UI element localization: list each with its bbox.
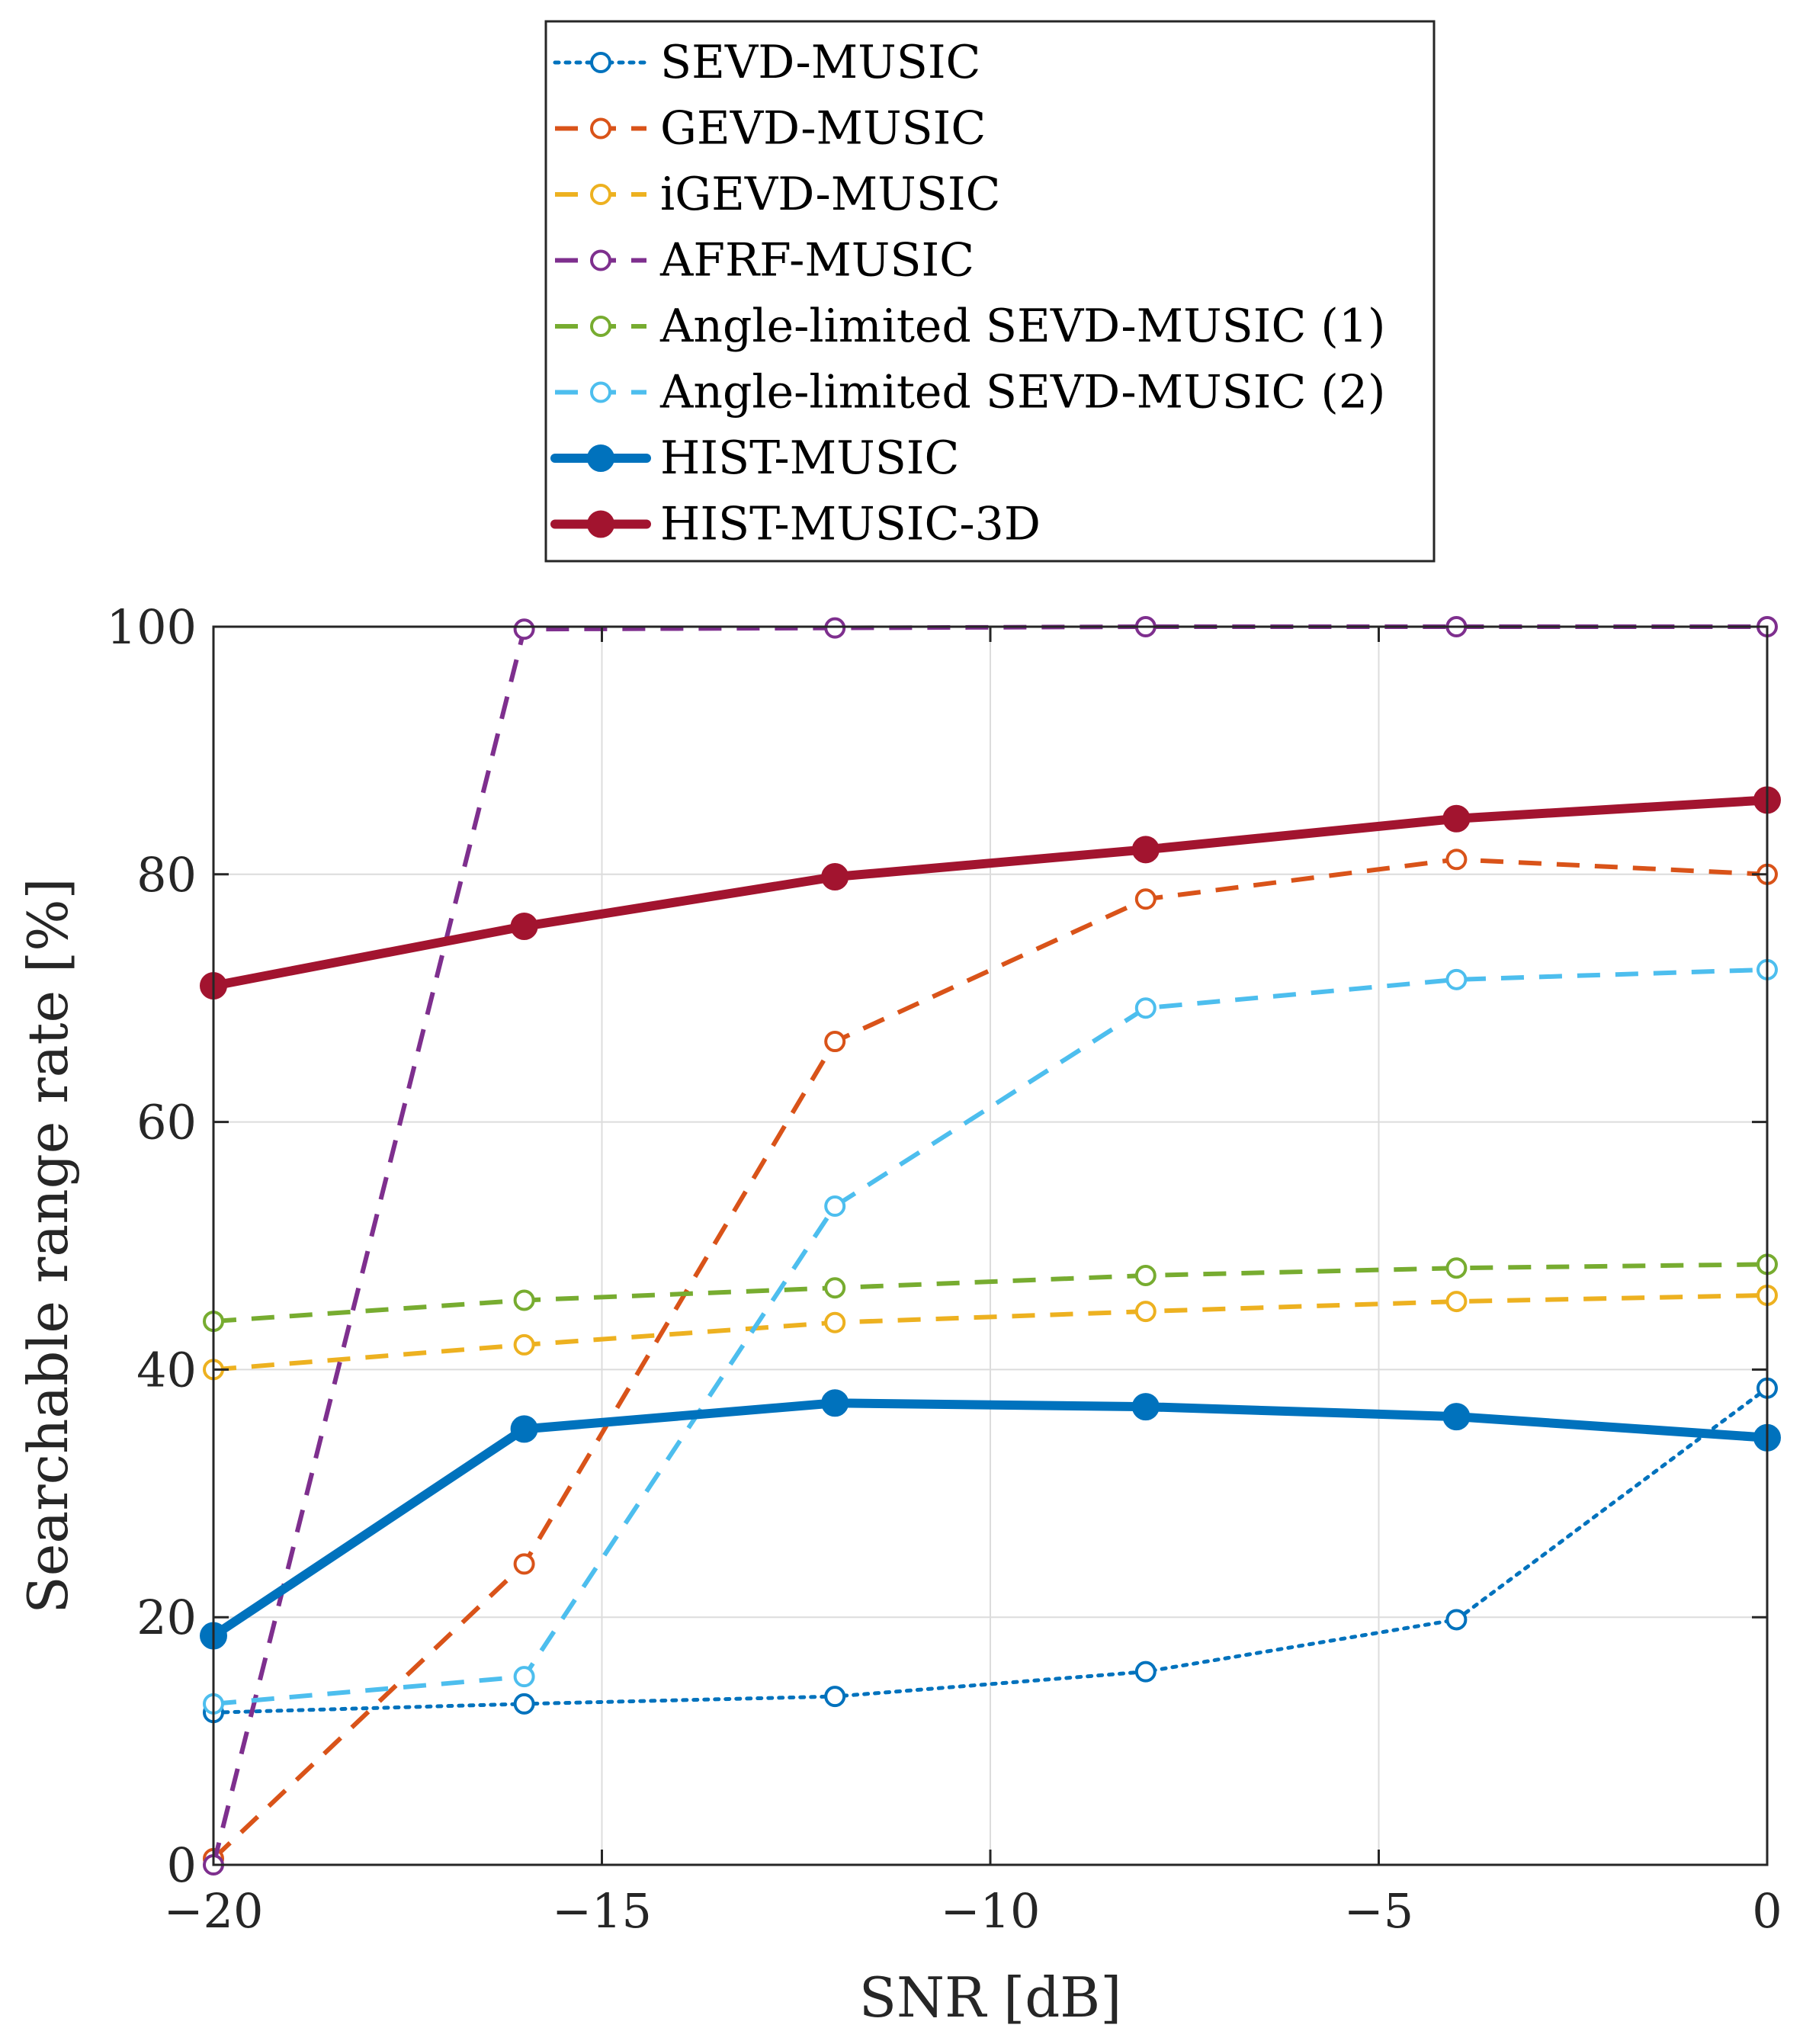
series-line	[209, 1398, 1772, 1641]
data-point	[1445, 968, 1468, 990]
data-point	[1134, 1661, 1157, 1683]
legend-entry: HIST-MUSIC	[550, 432, 959, 485]
data-point	[821, 1389, 849, 1417]
data-point	[513, 1333, 535, 1356]
legend-entry: AFRF-MUSIC	[555, 234, 974, 287]
data-point	[513, 1289, 535, 1311]
legend: SEVD-MUSIC GEVD-MUSIC iGEVD-MUSIC AFRF-MUSI…	[544, 20, 1436, 563]
legend-label: HIST-MUSIC	[660, 432, 959, 485]
x-axis-label: SNR [dB]	[859, 1965, 1122, 2030]
legend-label: Angle-limited SEVD-MUSIC (1)	[659, 300, 1385, 353]
x-tick-label: −10	[941, 1883, 1041, 1939]
data-point	[824, 1311, 846, 1333]
series-6	[200, 1389, 1781, 1650]
legend-label: GEVD-MUSIC	[660, 102, 986, 156]
data-point	[1442, 1403, 1471, 1431]
y-tick-label: 80	[136, 847, 197, 903]
x-tick-label: −5	[1344, 1883, 1413, 1939]
series-line	[209, 795, 1772, 990]
data-point	[824, 1031, 846, 1053]
legend-marker	[590, 117, 611, 140]
legend-marker	[590, 249, 611, 271]
data-point	[513, 1666, 535, 1688]
legend-box	[544, 20, 1436, 563]
y-tick-label: 40	[136, 1342, 197, 1397]
series-line	[211, 1386, 1769, 1715]
data-point	[1445, 1291, 1468, 1313]
data-point	[1134, 1264, 1157, 1286]
x-tick-label: −20	[164, 1883, 264, 1939]
legend-marker	[590, 316, 611, 337]
legend-label: HIST-MUSIC-3D	[660, 498, 1041, 551]
data-point	[1445, 849, 1468, 871]
data-point	[824, 617, 846, 639]
series-line	[213, 1262, 1768, 1324]
legend-label: Angle-limited SEVD-MUSIC (2)	[659, 366, 1385, 419]
legend-label: SEVD-MUSIC	[660, 36, 980, 89]
data-point	[1445, 1257, 1468, 1279]
data-point	[1134, 997, 1157, 1019]
data-point	[1131, 1393, 1160, 1421]
legend-entry: Angle-limited SEVD-MUSIC (1)	[555, 300, 1385, 353]
data-point	[513, 1553, 535, 1575]
data-point	[1442, 804, 1471, 833]
legend-marker	[590, 184, 611, 205]
y-tick-label: 20	[136, 1590, 197, 1645]
series-2	[203, 1284, 1778, 1381]
x-tick-label: 0	[1752, 1883, 1782, 1939]
series-line	[211, 857, 1768, 1861]
legend-label: iGEVD-MUSIC	[660, 168, 1000, 221]
data-point	[513, 618, 535, 640]
y-tick-label: 60	[136, 1095, 197, 1150]
data-point	[1134, 888, 1157, 910]
data-point	[1134, 1301, 1157, 1323]
series-7	[200, 786, 1781, 1000]
series-4	[203, 1253, 1778, 1333]
legend-marker	[587, 444, 614, 472]
legend-entry: GEVD-MUSIC	[555, 102, 986, 156]
series-line	[213, 967, 1768, 1706]
legend-entry: Angle-limited SEVD-MUSIC (2)	[555, 366, 1385, 419]
legend-marker	[590, 381, 611, 403]
x-tick-label: −15	[552, 1883, 652, 1939]
data-point	[824, 1277, 846, 1299]
legend-marker	[587, 510, 614, 538]
series-0	[203, 1377, 1778, 1724]
series-line	[213, 1292, 1768, 1372]
legend-entry: iGEVD-MUSIC	[555, 168, 1000, 221]
data-point	[510, 1415, 538, 1443]
data-point	[513, 1693, 535, 1715]
legend-entry: SEVD-MUSIC	[553, 36, 980, 89]
data-point	[824, 1686, 846, 1708]
data-point	[821, 863, 849, 891]
series-5	[203, 958, 1778, 1715]
legend-entry: HIST-MUSIC-3D	[550, 498, 1041, 551]
grid	[213, 627, 1767, 1865]
legend-marker	[590, 52, 611, 73]
y-axis-label: Searchable range rate [%]	[16, 878, 80, 1613]
data-point	[510, 913, 538, 941]
ticks: −20 −15 −10 −5 0 0 20 40 60 80 100	[107, 599, 1782, 1939]
y-tick-label: 100	[107, 599, 197, 655]
plot-area: −20 −15 −10 −5 0 0 20 40 60 80 100	[107, 599, 1782, 1939]
data-point	[1131, 836, 1160, 864]
y-tick-label: 0	[167, 1837, 197, 1893]
data-point	[824, 1195, 846, 1218]
data-point	[1445, 1609, 1468, 1631]
legend-label: AFRF-MUSIC	[659, 234, 974, 287]
